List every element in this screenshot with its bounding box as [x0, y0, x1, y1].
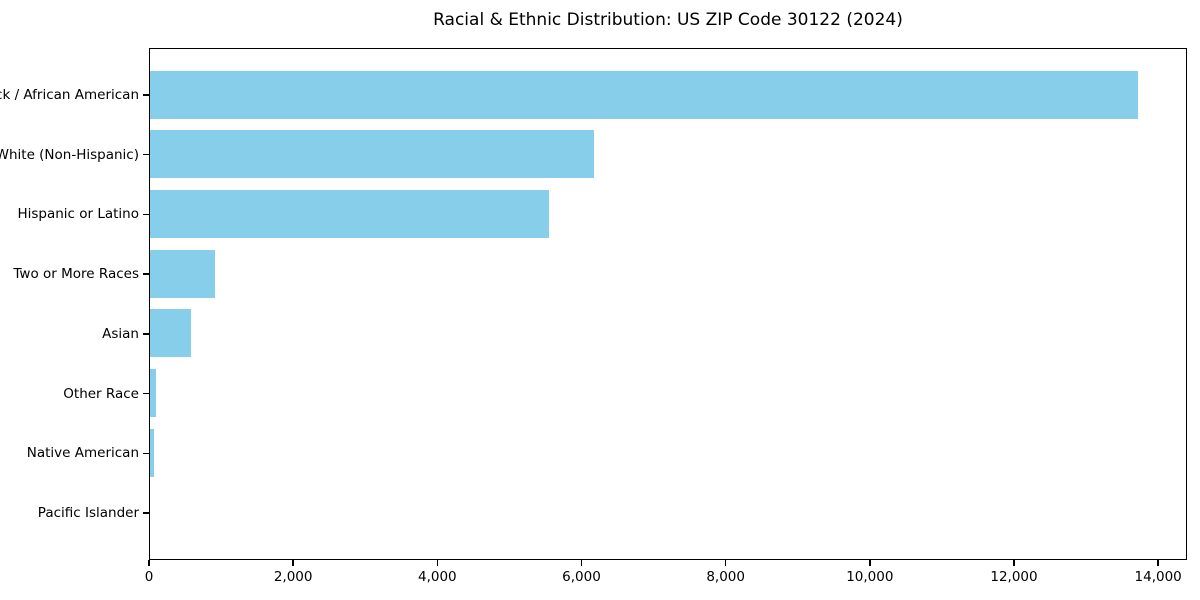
x-axis-tick-label: 0	[144, 569, 154, 585]
x-axis-tick-label: 4,000	[418, 569, 457, 585]
y-axis-tick	[143, 94, 149, 96]
x-axis-tick	[292, 560, 294, 566]
x-axis-tick-label: 6,000	[562, 569, 601, 585]
y-axis-tick	[143, 333, 149, 335]
x-axis-tick	[869, 560, 871, 566]
y-axis-label-hispanic-or-latino: Hispanic or Latino	[17, 206, 139, 223]
y-axis-tick	[143, 392, 149, 395]
y-axis-label-black-african-american: Black / African American	[0, 87, 139, 103]
y-axis-label-other-race: Other Race	[63, 385, 139, 402]
x-axis-tick	[1013, 560, 1015, 566]
y-axis-tick	[143, 452, 149, 455]
x-axis-tick	[1157, 560, 1159, 566]
bar-other-race	[150, 369, 157, 418]
x-axis-tick-label: 10,000	[846, 569, 894, 585]
x-axis-tick-label: 2,000	[273, 569, 313, 585]
bar-native-american	[150, 428, 154, 477]
bar-two-or-more-races	[150, 249, 215, 298]
x-axis-tick	[724, 560, 727, 566]
y-axis-tick	[143, 273, 149, 275]
plot-area	[149, 48, 1187, 560]
x-axis-tick-label: 14,000	[1134, 569, 1182, 585]
y-axis-label-native-american: Native American	[26, 445, 139, 462]
bar-white-non-hispanic	[150, 130, 595, 179]
y-axis-label-two-or-more-races: Two or More Races	[13, 266, 139, 283]
x-axis-tick	[148, 560, 150, 566]
y-axis-tick	[143, 213, 149, 216]
x-axis-tick	[580, 560, 583, 566]
chart-title: Racial & Ethnic Distribution: US ZIP Cod…	[433, 10, 903, 30]
bar-black-african-american	[150, 70, 1139, 119]
y-axis-label-asian: Asian	[102, 325, 139, 342]
y-axis-tick	[143, 512, 149, 514]
y-axis-tick	[143, 153, 149, 156]
y-axis-label-pacific-islander: Pacific Islander	[37, 505, 139, 521]
y-axis-label-white-non-hispanic: White (Non-Hispanic)	[0, 146, 139, 163]
bar-hispanic-or-latino	[150, 189, 550, 238]
x-axis-tick-label: 8,000	[706, 569, 745, 585]
x-axis-tick	[436, 560, 439, 566]
x-axis-tick-label: 12,000	[990, 569, 1038, 585]
bar-asian	[150, 309, 192, 358]
